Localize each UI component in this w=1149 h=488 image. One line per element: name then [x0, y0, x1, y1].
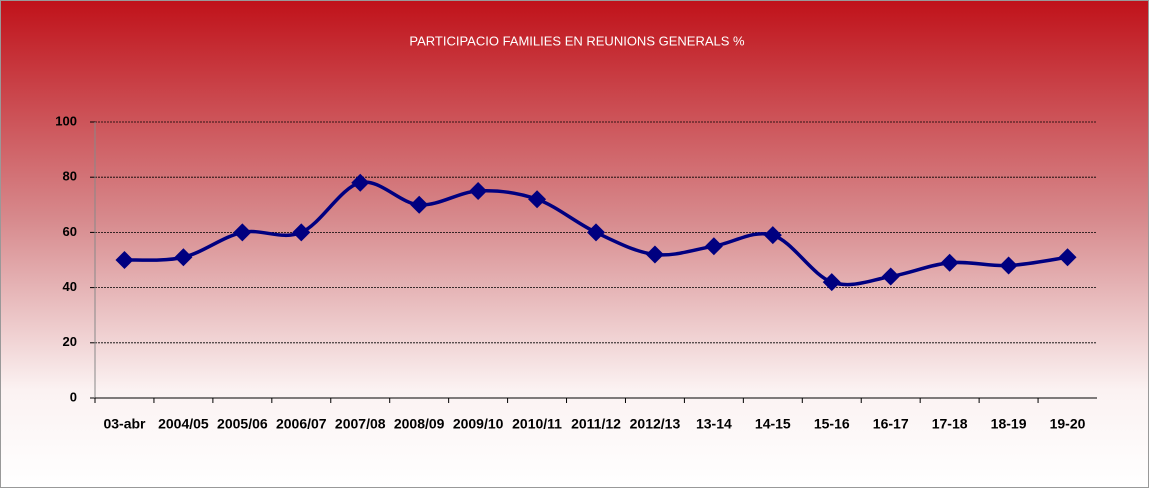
- marker: [822, 273, 841, 292]
- marker: [881, 267, 900, 286]
- x-tick-label: 17-18: [932, 416, 968, 432]
- x-tick-label: 2007/08: [335, 416, 386, 432]
- marker: [351, 173, 370, 192]
- x-tick-label: 16-17: [873, 416, 909, 432]
- marker: [174, 248, 193, 267]
- x-tick-label: 15-16: [814, 416, 850, 432]
- marker: [115, 251, 134, 269]
- x-tick-label: 2011/12: [571, 416, 621, 432]
- marker: [292, 223, 311, 242]
- marker: [233, 223, 252, 242]
- marker: [645, 245, 664, 264]
- x-tick-label: 19-20: [1050, 416, 1086, 432]
- marker: [410, 195, 429, 214]
- marker: [587, 223, 605, 242]
- marker: [999, 256, 1018, 275]
- x-tick-label: 13-14: [696, 416, 732, 432]
- x-tick-label: 2005/06: [217, 416, 268, 432]
- marker: [940, 253, 959, 272]
- chart-title: PARTICIPACIO FAMILIES EN REUNIONS GENERA…: [409, 33, 745, 48]
- x-tick-label: 14-15: [755, 416, 791, 432]
- y-tick-label: 0: [70, 389, 77, 404]
- y-tick-label: 20: [63, 334, 77, 349]
- marker: [763, 226, 782, 245]
- x-tick-label: 2006/07: [276, 416, 327, 432]
- marker: [704, 237, 723, 256]
- marker: [469, 182, 488, 200]
- marker: [528, 190, 547, 209]
- x-tick-label: 03-abr: [103, 416, 146, 432]
- marker: [1058, 248, 1077, 267]
- y-tick-label: 100: [55, 113, 77, 128]
- y-tick-label: 60: [63, 224, 77, 239]
- x-tick-label: 2009/10: [453, 416, 504, 432]
- y-tick-label: 80: [63, 169, 77, 184]
- x-tick-label: 2004/05: [158, 416, 209, 432]
- x-tick-label: 2008/09: [394, 416, 445, 432]
- y-tick-label: 40: [63, 279, 77, 294]
- x-tick-label: 18-19: [991, 416, 1027, 432]
- x-tick-label: 2010/11: [512, 416, 562, 432]
- x-tick-label: 2012/13: [630, 416, 681, 432]
